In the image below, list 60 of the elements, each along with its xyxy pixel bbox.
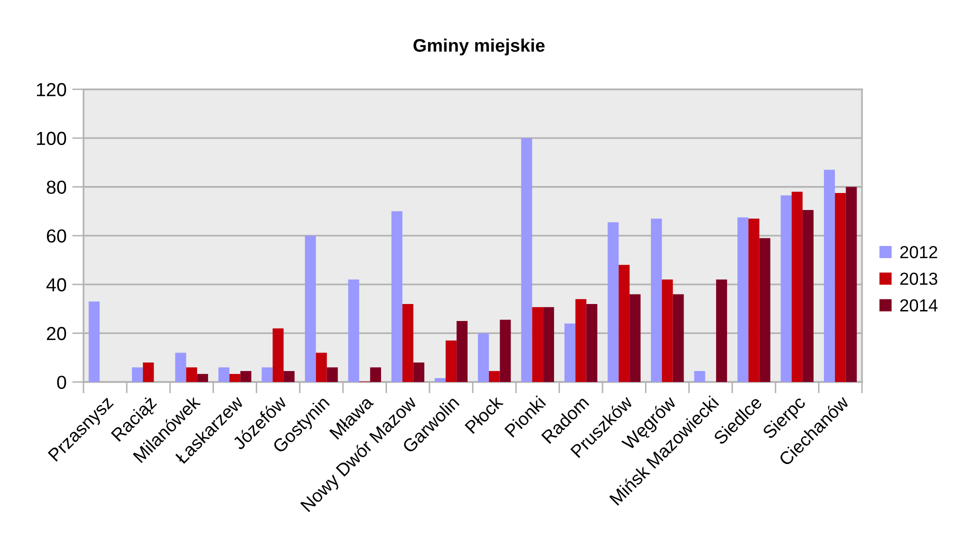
bar [650,218,662,382]
bar [586,304,598,382]
bar [402,304,414,382]
bar [618,264,630,382]
bar [186,367,198,382]
bar [284,371,295,382]
bar [197,374,208,382]
bar [575,299,586,382]
legend-label: 2014 [900,299,938,312]
y-tick-label: 0 [57,376,66,389]
bar [488,371,500,382]
bar [391,211,402,382]
bar [737,217,748,382]
bar [846,186,857,382]
bar [672,294,684,382]
bar [802,210,814,382]
bar [834,192,846,382]
y-tick-label: 60 [46,229,66,243]
bar [824,170,835,382]
bar [434,378,446,382]
y-tick-label: 120 [36,83,66,96]
bar [759,238,770,382]
bar [229,374,240,382]
chart-title: Gminy miejskie [414,38,545,56]
bar [132,367,143,382]
bar [630,294,641,382]
bar [316,352,327,382]
bar [326,367,338,382]
bar [478,333,489,382]
bar [262,367,273,382]
bar [240,371,252,382]
bar [543,307,554,382]
bar [608,222,619,382]
bar [88,302,100,382]
y-tick-label: 40 [46,278,66,292]
bar [694,371,706,382]
bar [370,367,382,382]
y-tick-label: 20 [46,326,66,340]
bar [716,280,728,382]
bar [748,218,760,382]
bar [142,362,154,382]
bar [175,352,186,382]
bar [662,280,673,382]
bar [456,321,468,382]
bar [780,195,792,382]
bar [521,138,532,382]
bar [564,323,576,382]
bar [413,362,424,382]
bar [348,280,360,382]
bar [218,367,230,382]
bar [500,320,511,382]
bar [532,307,544,382]
bar [446,340,457,382]
legend-label: 2012 [900,246,938,258]
bar [792,192,803,382]
y-tick-label: 100 [36,132,66,146]
y-tick-label: 80 [46,180,66,194]
bar [272,328,284,382]
bar [304,236,316,382]
legend-label: 2013 [900,272,938,285]
